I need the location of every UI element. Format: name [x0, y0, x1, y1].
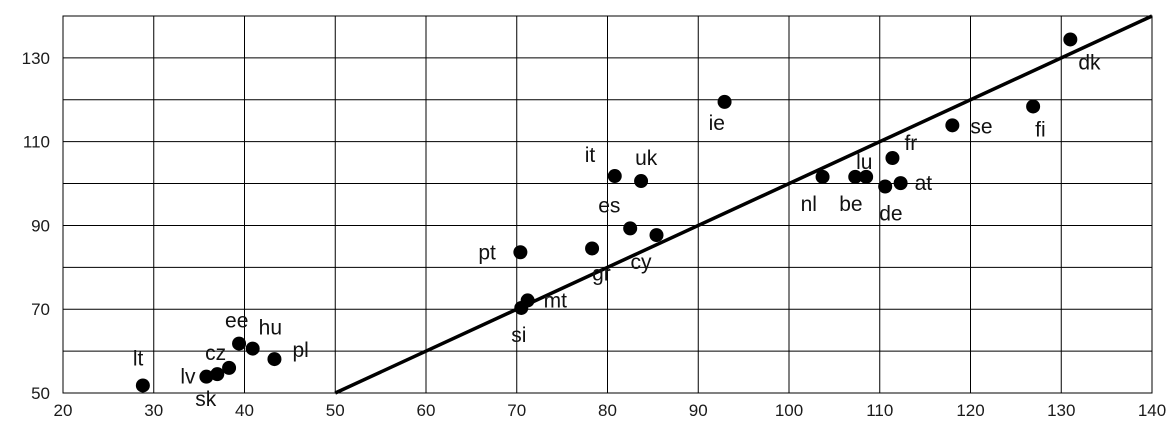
trend-layer [334, 14, 1153, 395]
point-label-gr: gr [592, 262, 611, 285]
y-tick-label: 110 [23, 133, 50, 152]
data-point-be [848, 169, 863, 184]
point-label-hu: hu [259, 317, 282, 340]
point-label-se: se [970, 115, 992, 138]
data-point-nl [815, 169, 830, 184]
data-point-lv [199, 369, 214, 384]
point-label-es: es [598, 194, 620, 217]
data-point-it [607, 169, 622, 184]
data-point-fi [1026, 99, 1041, 114]
trend-line [334, 14, 1153, 395]
data-point-ee [232, 336, 247, 351]
x-tick-label: 20 [54, 401, 73, 420]
point-label-pt: pt [478, 241, 496, 264]
point-label-cz: cz [205, 342, 226, 365]
point-label-mt: mt [544, 289, 567, 312]
x-tick-label: 80 [598, 401, 617, 420]
data-point-pl [267, 352, 282, 367]
x-tick-label: 70 [507, 401, 526, 420]
x-tick-label: 100 [775, 401, 803, 420]
data-point-dk [1063, 32, 1078, 47]
point-label-nl: nl [801, 193, 817, 216]
y-tick-label: 70 [31, 300, 50, 319]
point-label-be: be [839, 193, 862, 216]
x-tick-label: 60 [417, 401, 436, 420]
data-point-hu [245, 341, 260, 356]
x-tick-label: 40 [235, 401, 254, 420]
data-point-sk [210, 367, 225, 382]
point-label-ie: ie [709, 112, 725, 135]
point-label-sk: sk [195, 388, 217, 411]
x-tick-label: 130 [1047, 401, 1075, 420]
x-tick-label: 50 [326, 401, 345, 420]
point-label-dk: dk [1078, 51, 1101, 74]
point-label-fr: fr [904, 132, 917, 155]
point-label-lv: lv [180, 366, 196, 389]
point-label-pl: pl [292, 339, 308, 362]
point-label-lt: lt [133, 347, 144, 370]
point-label-ee: ee [225, 310, 248, 333]
point-label-lu: lu [856, 151, 872, 174]
data-point-ie [717, 94, 732, 109]
data-point-cz [222, 360, 237, 375]
point-label-de: de [879, 202, 902, 225]
point-label-at: at [915, 172, 933, 195]
x-tick-label: 120 [956, 401, 984, 420]
data-point-de [878, 179, 893, 194]
x-tick-label: 140 [1138, 401, 1166, 420]
data-point-es [623, 221, 638, 236]
data-point-gr [585, 241, 600, 256]
point-label-uk: uk [635, 147, 658, 170]
x-tick-label: 30 [144, 401, 163, 420]
point-label-si: si [511, 324, 526, 347]
data-point-at [893, 176, 908, 191]
data-point-pt [513, 245, 528, 260]
point-layer [135, 32, 1078, 393]
y-tick-label: 50 [31, 384, 50, 403]
data-point-uk [634, 174, 649, 189]
point-label-fi: fi [1035, 118, 1046, 141]
data-point-se [945, 118, 960, 133]
data-point-cy [649, 228, 664, 243]
y-tick-label: 130 [22, 49, 50, 68]
point-label-it: it [585, 144, 596, 167]
data-point-lt [135, 378, 150, 393]
data-point-fr [885, 151, 900, 166]
tick-layer: 20 30 40 50 60 70 80 90 100 110 120 130 140 50 70 90 110… [22, 49, 1167, 420]
data-point-mt [520, 293, 535, 308]
data-point-lu [859, 169, 874, 184]
point-label-cy: cy [631, 251, 653, 274]
grid-layer [62, 15, 1153, 394]
x-tick-label: 90 [689, 401, 708, 420]
y-tick-label: 90 [31, 216, 50, 235]
x-tick-label: 110 [866, 401, 893, 420]
